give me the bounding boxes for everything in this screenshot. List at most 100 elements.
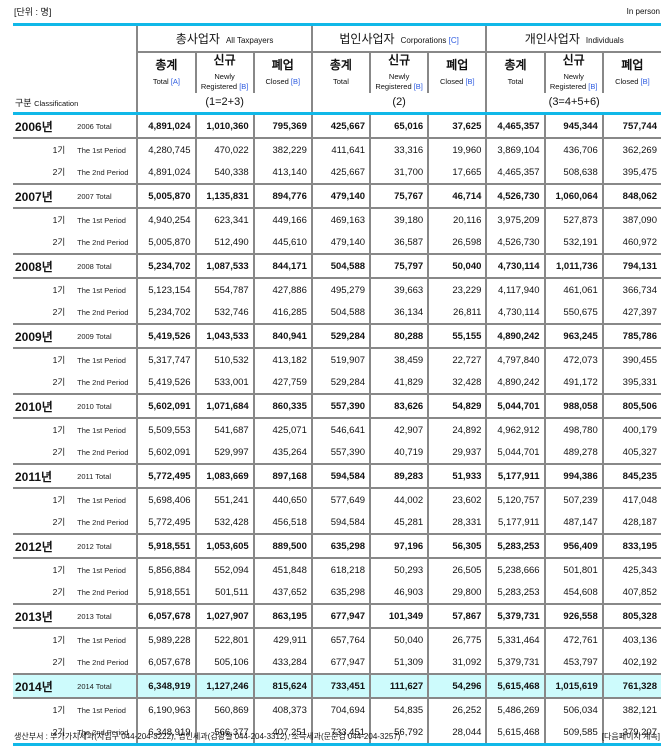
value-cell: 32,428 bbox=[427, 371, 487, 394]
value-cell: 366,734 bbox=[601, 278, 661, 301]
period-label-en: The 2nd Period bbox=[77, 237, 129, 247]
value-cell: 527,873 bbox=[543, 208, 603, 231]
value-cell: 479,140 bbox=[310, 183, 371, 209]
value-cell: 529,284 bbox=[310, 371, 371, 394]
value-cell: 733,451 bbox=[310, 673, 371, 699]
value-cell: 395,331 bbox=[601, 371, 661, 394]
value-cell: 56,792 bbox=[369, 721, 429, 746]
period-label: 1기 bbox=[52, 215, 66, 225]
value-cell: 840,941 bbox=[252, 323, 312, 349]
value-cell: 57,867 bbox=[427, 603, 487, 629]
period-row: 1기 The 1st Period 5,989,228 522,801 429,911 6… bbox=[13, 628, 661, 651]
value-cell: 529,284 bbox=[310, 323, 371, 349]
year-label: 2014년 bbox=[13, 673, 76, 699]
value-cell: 461,061 bbox=[543, 278, 603, 301]
value-cell: 75,797 bbox=[369, 253, 429, 279]
value-cell: 4,890,242 bbox=[485, 371, 545, 394]
value-cell: 33,316 bbox=[369, 138, 429, 161]
value-cell: 472,073 bbox=[543, 348, 603, 371]
value-cell: 101,349 bbox=[369, 603, 429, 629]
value-cell: 17,665 bbox=[427, 161, 487, 184]
value-cell: 6,348,919 bbox=[136, 721, 196, 746]
period-label: 1기 bbox=[52, 285, 66, 295]
value-cell: 1,043,533 bbox=[194, 323, 254, 349]
period-label-en: The 1st Period bbox=[77, 705, 126, 715]
value-cell: 863,195 bbox=[252, 603, 312, 629]
period-row: 1기 The 1st Period 5,698,406 551,241 440,650 5… bbox=[13, 488, 661, 511]
value-cell: 428,187 bbox=[601, 511, 661, 534]
period-row: 1기 The 1st Period 4,280,745 470,022 382,229 4… bbox=[13, 138, 661, 161]
year-total-label: 2010 Total bbox=[75, 393, 138, 419]
year-total-label: 2009 Total bbox=[75, 323, 138, 349]
value-cell: 1,027,907 bbox=[194, 603, 254, 629]
value-cell: 382,229 bbox=[252, 138, 312, 161]
period-label-en: The 2nd Period bbox=[77, 307, 129, 317]
group-title-en: Individuals bbox=[585, 35, 624, 45]
period-row: 1기 The 1st Period 6,190,963 560,869 408,373 7… bbox=[13, 698, 661, 721]
value-cell: 5,177,911 bbox=[485, 511, 545, 534]
value-cell: 28,331 bbox=[427, 511, 487, 534]
value-cell: 405,327 bbox=[601, 441, 661, 464]
period-label-en: The 2nd Period bbox=[77, 377, 129, 387]
value-cell: 4,891,024 bbox=[136, 161, 196, 184]
value-cell: 5,772,495 bbox=[136, 463, 196, 489]
value-cell: 5,918,551 bbox=[136, 533, 196, 559]
value-cell: 5,856,884 bbox=[136, 558, 196, 581]
value-cell: 757,744 bbox=[601, 112, 661, 139]
period-label: 2기 bbox=[52, 587, 66, 597]
group-title-en: Corporations [C] bbox=[400, 35, 459, 45]
column-header: 총계 Total [A] bbox=[136, 50, 196, 93]
group-title-ko: 총사업자 bbox=[175, 31, 220, 46]
value-cell: 988,058 bbox=[543, 393, 603, 419]
year-label: 2012년 bbox=[13, 533, 76, 559]
unit-label-en: In person bbox=[626, 7, 660, 16]
value-cell: 97,196 bbox=[369, 533, 429, 559]
period-label: 1기 bbox=[52, 495, 66, 505]
value-cell: 487,147 bbox=[543, 511, 603, 534]
year-label: 2006년 bbox=[13, 112, 76, 139]
value-cell: 469,163 bbox=[310, 208, 371, 231]
value-cell: 449,166 bbox=[252, 208, 312, 231]
value-cell: 5,602,091 bbox=[136, 393, 196, 419]
value-cell: 80,288 bbox=[369, 323, 429, 349]
producing-department: 생산부서 : 부가가치세과(지임구 044-204-3222), 법인세과(김광… bbox=[14, 732, 401, 741]
value-cell: 794,131 bbox=[601, 253, 661, 279]
group-header: 법인사업자 Corporations [C] bbox=[310, 23, 487, 52]
year-total-row: 2006년 2006 Total 4,891,024 1,010,360 795,369… bbox=[13, 112, 661, 139]
value-cell: 29,937 bbox=[427, 441, 487, 464]
period-row: 2기 The 2nd Period 5,419,526 533,001 427,759 5… bbox=[13, 371, 661, 394]
value-cell: 413,140 bbox=[252, 161, 312, 184]
value-cell: 1,135,831 bbox=[194, 183, 254, 209]
formula-label: (2) bbox=[310, 92, 487, 115]
value-cell: 504,588 bbox=[310, 301, 371, 324]
year-total-label: 2011 Total bbox=[75, 463, 138, 489]
value-cell: 24,892 bbox=[427, 418, 487, 441]
value-cell: 635,298 bbox=[310, 581, 371, 604]
year-total-row: 2011년 2011 Total 5,772,495 1,083,669 897,168… bbox=[13, 463, 661, 489]
period-label-en: The 2nd Period bbox=[77, 517, 129, 527]
group-title-en: All Taxpayers bbox=[225, 35, 274, 45]
value-cell: 594,584 bbox=[310, 463, 371, 489]
value-cell: 795,369 bbox=[252, 112, 312, 139]
value-cell: 532,191 bbox=[543, 231, 603, 254]
value-cell: 533,001 bbox=[194, 371, 254, 394]
value-cell: 26,598 bbox=[427, 231, 487, 254]
column-header: 신규 Newly Registered [B] bbox=[194, 50, 254, 93]
period-label-en: The 2nd Period bbox=[77, 657, 129, 667]
value-cell: 845,235 bbox=[601, 463, 661, 489]
value-cell: 3,869,104 bbox=[485, 138, 545, 161]
value-cell: 427,759 bbox=[252, 371, 312, 394]
value-cell: 39,180 bbox=[369, 208, 429, 231]
value-cell: 5,283,253 bbox=[485, 581, 545, 604]
value-cell: 557,390 bbox=[310, 441, 371, 464]
value-cell: 733,451 bbox=[310, 721, 371, 746]
value-cell: 54,835 bbox=[369, 698, 429, 721]
value-cell: 390,455 bbox=[601, 348, 661, 371]
value-cell: 557,390 bbox=[310, 393, 371, 419]
value-cell: 36,587 bbox=[369, 231, 429, 254]
value-cell: 532,746 bbox=[194, 301, 254, 324]
value-cell: 5,419,526 bbox=[136, 323, 196, 349]
value-cell: 45,281 bbox=[369, 511, 429, 534]
value-cell: 994,386 bbox=[543, 463, 603, 489]
value-cell: 1,011,736 bbox=[543, 253, 603, 279]
